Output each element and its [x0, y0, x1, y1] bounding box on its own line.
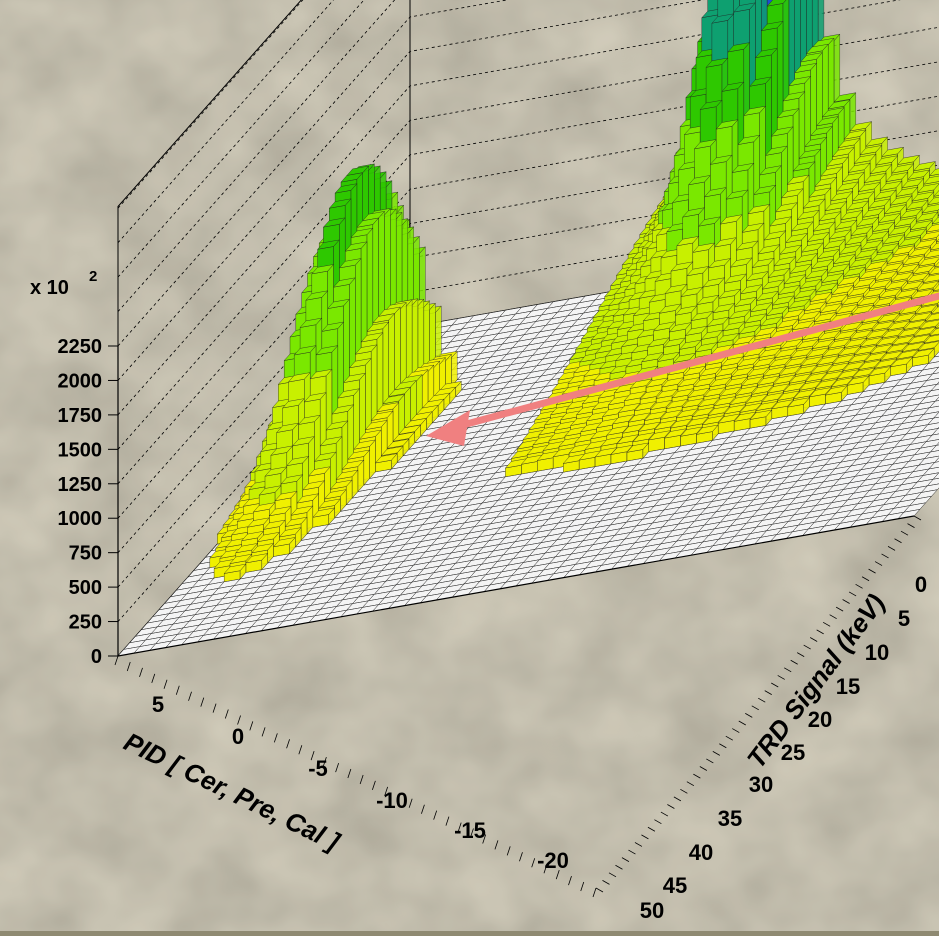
z-tick-label: 2250	[58, 336, 103, 358]
z-tick-label: 250	[69, 612, 102, 634]
z-tick-label: 1000	[58, 508, 103, 530]
x-tick-label: -20	[537, 848, 569, 873]
y-tick-label: 30	[749, 772, 773, 797]
x-tick-label: 0	[232, 724, 244, 749]
z-tick-label: 750	[69, 543, 102, 565]
y-tick-label: 15	[836, 674, 860, 699]
x-tick-label: 5	[152, 692, 164, 717]
z-exponent-label: 2	[89, 268, 97, 285]
z-multiplier-label: x 10	[30, 277, 69, 299]
z-tick-label: 2000	[58, 370, 103, 392]
y-tick-label: 35	[718, 806, 742, 831]
z-tick-label: 0	[91, 646, 102, 668]
y-tick-label: 5	[898, 606, 910, 631]
y-tick-label: 50	[640, 898, 664, 923]
z-tick-label: 1500	[58, 439, 103, 461]
z-tick-label: 1250	[58, 474, 103, 496]
x-tick-label: -10	[376, 788, 408, 813]
y-tick-label: 0	[915, 572, 927, 597]
z-tick-label: 500	[69, 577, 102, 599]
y-tick-label: 45	[663, 873, 687, 898]
y-tick-label: 40	[689, 840, 713, 865]
z-tick-label: 1750	[58, 405, 103, 427]
y-tick-label: 10	[865, 640, 889, 665]
